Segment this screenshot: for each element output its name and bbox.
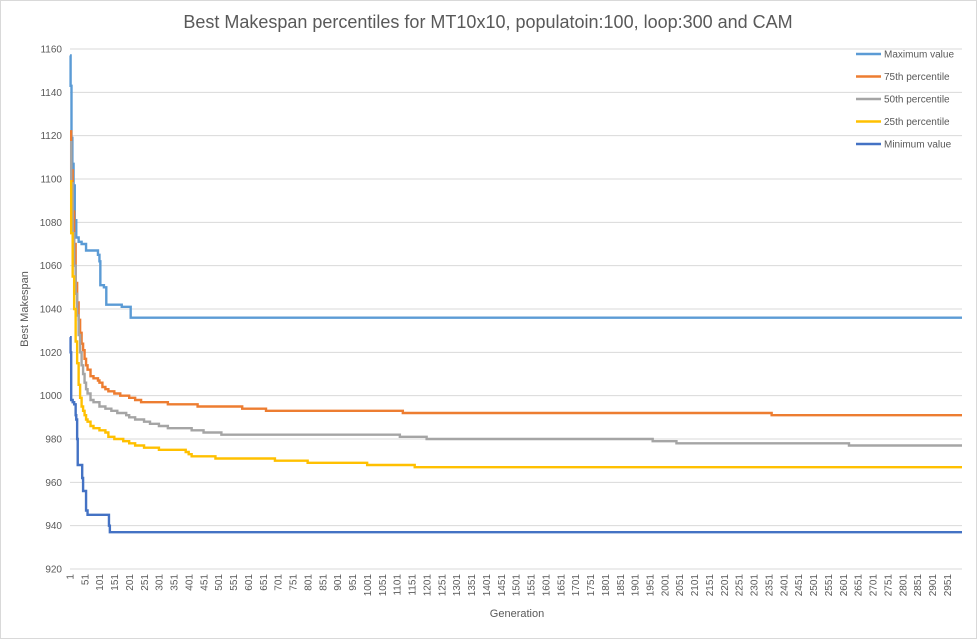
y-tick-label: 1060 [40, 261, 63, 272]
x-tick-label: 1251 [437, 574, 448, 597]
x-tick-label: 2601 [839, 574, 850, 597]
x-tick-label: 2801 [898, 574, 909, 597]
y-tick-label: 1080 [40, 218, 63, 229]
series-line-0 [69, 54, 962, 319]
y-tick-label: 1160 [40, 45, 62, 56]
x-tick-label: 2301 [750, 574, 761, 597]
legend: Maximum value 75th percentile 50th percent… [856, 50, 954, 151]
x-tick-label: 1751 [586, 574, 597, 597]
x-tick-label: 451 [199, 574, 210, 591]
x-tick-label: 1501 [512, 574, 523, 597]
x-tick-label: 1001 [363, 574, 374, 597]
x-tick-label: 2451 [794, 574, 805, 597]
series-lines [69, 54, 962, 534]
x-tick-label: 2551 [824, 574, 835, 597]
x-tick-label: 2751 [883, 574, 894, 597]
legend-label: 50th percentile [884, 95, 950, 106]
x-tick-label: 1201 [422, 574, 433, 597]
y-tick-label: 940 [45, 521, 62, 532]
x-tick-label: 2401 [779, 574, 790, 597]
x-tick-label: 1351 [467, 574, 478, 597]
y-tick-label: 960 [45, 478, 62, 489]
y-tick-label: 1000 [40, 391, 63, 402]
x-tick-label: 101 [95, 574, 106, 591]
series-line-3 [69, 179, 962, 469]
x-tick-label: 2201 [720, 574, 731, 597]
x-tick-label: 2251 [735, 574, 746, 597]
x-tick-label: 1401 [482, 574, 493, 597]
y-tick-label: 920 [45, 565, 62, 576]
x-tick-label: 2001 [660, 574, 671, 597]
x-tick-label: 2151 [705, 574, 716, 597]
x-tick-label: 1951 [645, 574, 656, 597]
x-tick-label: 651 [259, 574, 270, 591]
x-tick-label: 1451 [497, 574, 508, 597]
x-tick-label: 1551 [527, 574, 538, 597]
x-tick-label: 551 [229, 574, 240, 591]
x-tick-label: 901 [333, 574, 344, 591]
x-tick-label: 1851 [616, 574, 627, 597]
x-tick-label: 2351 [764, 574, 775, 597]
x-tick-label: 801 [303, 574, 314, 591]
x-tick-label: 601 [244, 574, 255, 591]
x-tick-label: 51 [80, 574, 91, 586]
x-tick-label: 1151 [408, 574, 419, 596]
x-tick-label: 201 [125, 574, 136, 591]
chart-title: Best Makespan percentiles for MT10x10, p… [183, 12, 792, 32]
x-tick-label: 2101 [690, 574, 701, 597]
y-tick-label: 1100 [40, 175, 62, 186]
x-tick-label: 2951 [943, 574, 954, 597]
x-tick-label: 1601 [541, 574, 552, 597]
axes: 9209409609801000102010401060108011001120… [40, 45, 962, 597]
y-tick-label: 1040 [40, 305, 63, 316]
x-tick-label: 1901 [631, 574, 642, 597]
series-line-2 [69, 140, 962, 447]
x-tick-label: 1651 [556, 574, 567, 597]
series-line-1 [69, 130, 962, 417]
x-tick-label: 951 [348, 574, 359, 591]
y-tick-label: 1020 [40, 348, 63, 359]
x-axis-title: Generation [490, 608, 544, 620]
y-tick-label: 980 [45, 435, 62, 446]
y-tick-label: 1120 [40, 131, 62, 142]
x-tick-label: 1301 [452, 574, 463, 597]
x-tick-label: 401 [184, 574, 195, 591]
y-axis-title: Best Makespan [19, 271, 31, 347]
x-tick-label: 1051 [378, 574, 389, 597]
y-tick-label: 1140 [40, 88, 62, 99]
x-tick-label: 2651 [854, 574, 865, 597]
x-tick-label: 251 [140, 574, 151, 591]
x-tick-label: 701 [274, 574, 285, 591]
x-tick-label: 351 [170, 574, 181, 591]
legend-label: Minimum value [884, 140, 952, 151]
x-tick-label: 2901 [928, 574, 939, 597]
legend-label: Maximum value [884, 50, 954, 61]
x-tick-label: 2701 [869, 574, 880, 597]
x-tick-label: 2051 [675, 574, 686, 597]
x-tick-label: 2851 [913, 574, 924, 597]
x-tick-label: 2501 [809, 574, 820, 597]
legend-label: 25th percentile [884, 117, 950, 128]
x-tick-label: 1 [66, 574, 77, 580]
x-tick-label: 851 [318, 574, 329, 591]
x-tick-label: 1101 [393, 574, 404, 596]
legend-label: 75th percentile [884, 72, 950, 83]
x-tick-label: 151 [110, 574, 121, 591]
x-tick-label: 1801 [601, 574, 612, 597]
x-tick-label: 301 [155, 574, 166, 591]
x-tick-label: 1701 [571, 574, 582, 597]
gridlines [70, 48, 962, 570]
x-tick-label: 501 [214, 574, 225, 591]
x-tick-label: 751 [289, 574, 300, 591]
series-line-4 [69, 335, 962, 534]
